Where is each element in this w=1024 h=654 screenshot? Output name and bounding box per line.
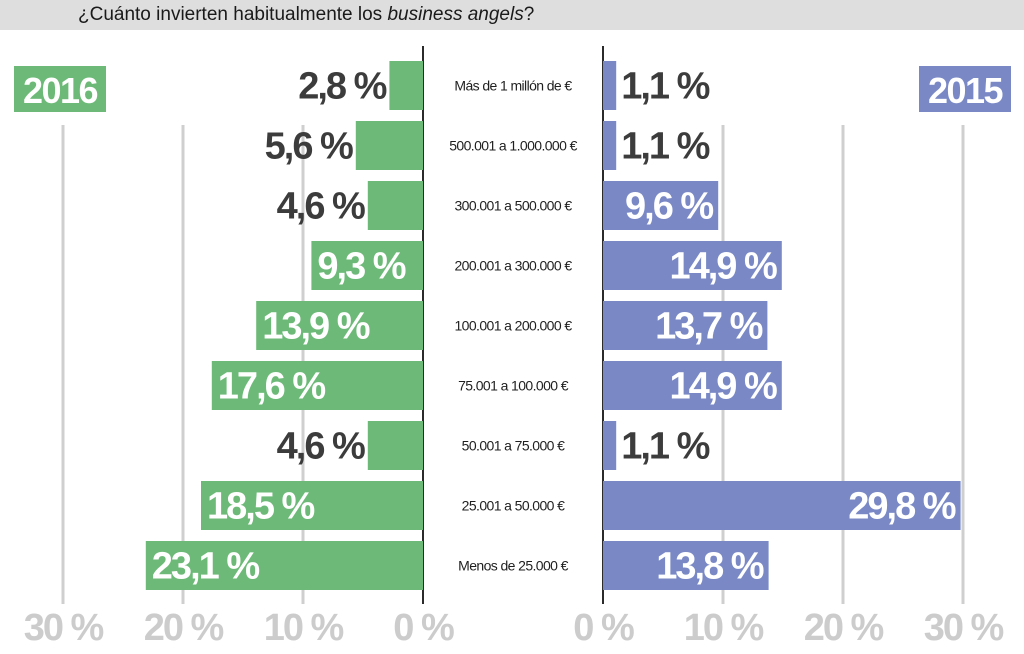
- bar-2016-1: [355, 121, 423, 170]
- category-label-1: 500.001 a 1.000.000 €: [449, 138, 577, 154]
- value-label-2015-3: 14,9 %: [669, 246, 777, 288]
- value-label-2016-0: 2,8 %: [298, 66, 386, 108]
- value-label-2016-5: 17,6 %: [218, 366, 326, 408]
- legend-badge-2015: [919, 66, 1011, 112]
- category-label-6: 50.001 a 75.000 €: [462, 438, 565, 454]
- bar-2015-6: [603, 421, 617, 470]
- tick-label-right-20: 20 %: [804, 607, 884, 649]
- value-label-2015-0: 1,1 %: [621, 66, 709, 108]
- bar-2016-6: [367, 421, 423, 470]
- bar-2016-8: [145, 541, 424, 590]
- title-suffix: ?: [523, 4, 535, 25]
- tick-label-right-10: 10 %: [684, 607, 764, 649]
- value-label-2016-1: 5,6 %: [265, 126, 353, 168]
- tick-label-right-0: 0 %: [573, 607, 634, 649]
- title-prefix: ¿Cuánto invierten habitualmente los: [78, 4, 388, 25]
- chart-title: ¿Cuánto invierten habitualmente los busi…: [78, 4, 534, 26]
- value-label-2015-5: 14,9 %: [669, 366, 777, 408]
- category-label-7: 25.001 a 50.000 €: [462, 498, 565, 514]
- title-emphasis: business angels: [387, 4, 524, 25]
- value-label-2016-2: 4,6 %: [277, 186, 365, 228]
- tick-label-left-20: 20 %: [144, 607, 224, 649]
- bar-2015-7: [603, 481, 961, 530]
- value-label-2015-1: 1,1 %: [621, 126, 709, 168]
- bars: [145, 61, 961, 590]
- labels: 2016 2015 2,8 % 1,1 % Más de 1 millón de € 5,…: [14, 66, 1011, 649]
- bar-2016-0: [389, 61, 423, 110]
- bar-2015-2: [603, 181, 719, 230]
- tick-label-left-30: 30 %: [24, 607, 104, 649]
- bar-2016-7: [201, 481, 423, 530]
- legend-label-2016: 2016: [23, 70, 98, 111]
- value-label-2016-6: 4,6 %: [277, 426, 365, 468]
- legend-badge-2016: [14, 66, 106, 112]
- bar-2015-5: [603, 361, 782, 410]
- category-label-3: 200.001 a 300.000 €: [454, 258, 572, 274]
- value-label-2016-4: 13,9 %: [262, 306, 370, 348]
- bar-2015-1: [603, 121, 617, 170]
- category-label-2: 300.001 a 500.000 €: [454, 198, 572, 214]
- bar-2016-2: [367, 181, 423, 230]
- category-label-5: 75.001 a 100.000 €: [458, 378, 569, 394]
- bar-2016-5: [211, 361, 423, 410]
- value-label-2016-7: 18,5 %: [207, 486, 315, 528]
- bar-2015-0: [603, 61, 617, 110]
- tick-label-left-0: 0 %: [393, 607, 454, 649]
- bar-2015-3: [603, 241, 782, 290]
- value-label-2015-6: 1,1 %: [621, 426, 709, 468]
- value-label-2015-8: 13,8 %: [656, 546, 764, 588]
- tick-label-left-10: 10 %: [264, 607, 344, 649]
- category-label-4: 100.001 a 200.000 €: [454, 318, 572, 334]
- bar-2016-3: [311, 241, 423, 290]
- bar-2015-8: [603, 541, 769, 590]
- category-label-8: Menos de 25.000 €: [458, 558, 568, 574]
- value-label-2015-4: 13,7 %: [655, 306, 763, 348]
- value-label-2015-7: 29,8 %: [848, 486, 956, 528]
- value-label-2015-2: 9,6 %: [625, 186, 713, 228]
- bar-2016-4: [256, 301, 423, 350]
- bar-2015-4: [603, 301, 768, 350]
- title-bar: ¿Cuánto invierten habitualmente los busi…: [0, 0, 1024, 30]
- category-label-0: Más de 1 millón de €: [454, 78, 572, 94]
- legend-label-2015: 2015: [928, 70, 1004, 111]
- value-label-2016-3: 9,3 %: [317, 246, 405, 288]
- value-label-2016-8: 23,1 %: [152, 546, 260, 588]
- tick-label-right-30: 30 %: [924, 607, 1004, 649]
